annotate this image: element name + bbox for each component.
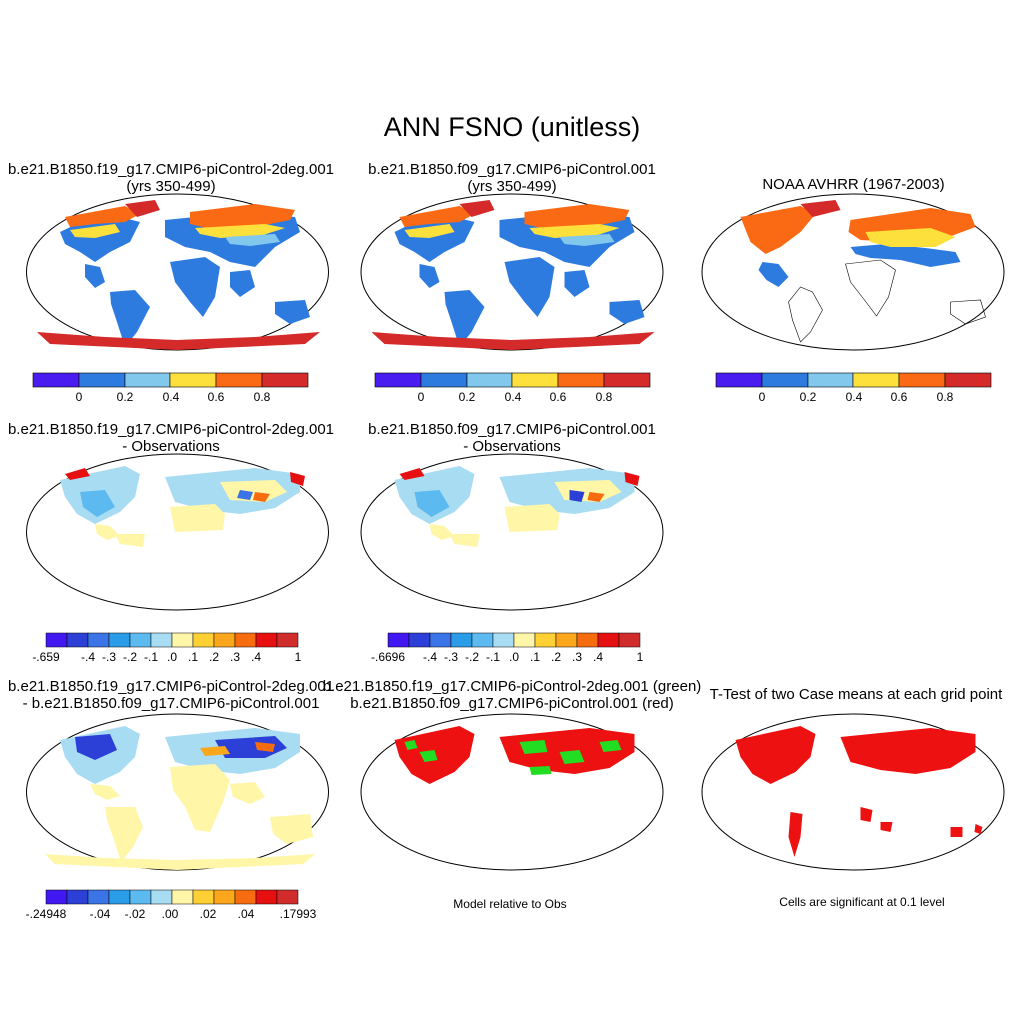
colorbar-tick: -.04 [89, 907, 111, 921]
panel-title-diff-cases: b.e21.B1850.f19_g17.CMIP6-piControl-2deg… [0, 678, 342, 712]
colorbar-tick: -.02 [124, 907, 146, 921]
colorbar-tick: .0 [508, 650, 519, 664]
colorbar-tick: .3 [571, 650, 582, 664]
map-obs-fsno [701, 193, 1005, 351]
map-model1-fsno [26, 193, 329, 351]
panel-title-line1: b.e21.B1850.f19_g17.CMIP6-piControl-2deg… [7, 678, 335, 695]
colorbar-tick: -.2 [122, 650, 137, 664]
panel-title-line1: T-Test of two Case means at each grid po… [709, 686, 1003, 703]
colorbar-diff-obs-2 [387, 632, 641, 648]
panel-title-line1: b.e21.B1850.f19_g17.CMIP6-piControl-2deg… [7, 421, 335, 438]
colorbar-tick: .2 [550, 650, 561, 664]
map-diff-cases [26, 713, 329, 871]
map-diff-obs-1 [26, 453, 329, 611]
colorbar-tick: 0.6 [890, 390, 908, 404]
colorbar-fraction-2 [374, 372, 651, 388]
panel-title-diff-obs-2: b.e21.B1850.f09_g17.CMIP6-piControl.001 … [341, 421, 683, 455]
panel-title-line1: b.e21.B1850.f19_g17.CMIP6-piControl-2deg… [7, 161, 335, 178]
panel-title-line1: b.e21.B1850.f19_g17.CMIP6-piControl-2deg… [322, 678, 702, 695]
panel-title-model2: b.e21.B1850.f09_g17.CMIP6-piControl.001 … [341, 161, 683, 195]
colorbar-tick: -.4 [80, 650, 95, 664]
colorbar-tick: -.6696 [370, 650, 406, 664]
panel-title-line2: (yrs 350-499) [467, 178, 557, 195]
panel-title-relative: b.e21.B1850.f19_g17.CMIP6-piControl-2deg… [316, 678, 708, 712]
panel-title-line2: b.e21.B1850.f09_g17.CMIP6-piControl.001 … [350, 695, 674, 712]
panel-title-model1: b.e21.B1850.f19_g17.CMIP6-piControl-2deg… [0, 161, 342, 195]
colorbar-tick: .04 [237, 907, 255, 921]
panel-title-line2: - b.e21.B1850.f09_g17.CMIP6-piControl.00… [22, 695, 320, 712]
colorbar-tick: .02 [199, 907, 217, 921]
note-significance: Cells are significant at 0.1 level [779, 895, 945, 909]
panel-title-line1: b.e21.B1850.f09_g17.CMIP6-piControl.001 [368, 421, 656, 438]
colorbar-tick: 0.8 [253, 390, 271, 404]
panel-title-ttest: T-Test of two Case means at each grid po… [698, 686, 1014, 703]
colorbar-diff-obs-1 [45, 632, 299, 648]
colorbar-tick: .00 [161, 907, 179, 921]
colorbar-tick: .4 [250, 650, 261, 664]
map-diff-obs-2 [360, 453, 664, 611]
map-ttest-significance [701, 713, 1005, 871]
colorbar-tick: .17993 [279, 907, 317, 921]
colorbar-tick: 0.2 [116, 390, 134, 404]
colorbar-tick: 0.8 [936, 390, 954, 404]
colorbar-tick: 0.6 [549, 390, 567, 404]
colorbar-fraction-1 [32, 372, 309, 388]
colorbar-tick: .1 [187, 650, 198, 664]
colorbar-tick: 0.2 [458, 390, 476, 404]
colorbar-fraction-3 [715, 372, 992, 388]
colorbar-tick: 0.2 [799, 390, 817, 404]
colorbar-tick: 0 [75, 390, 83, 404]
colorbar-tick: 0.4 [504, 390, 522, 404]
panel-title-diff-obs-1: b.e21.B1850.f19_g17.CMIP6-piControl-2deg… [0, 421, 342, 455]
colorbar-tick: 1 [294, 650, 302, 664]
colorbar-tick: .4 [592, 650, 603, 664]
colorbar-tick: -.2 [464, 650, 479, 664]
map-model2-fsno [360, 193, 664, 351]
colorbar-tick: 0.4 [162, 390, 180, 404]
colorbar-tick: .3 [229, 650, 240, 664]
panel-title-line1: NOAA AVHRR (1967-2003) [762, 176, 945, 193]
panel-title-line1: b.e21.B1850.f09_g17.CMIP6-piControl.001 [368, 161, 656, 178]
colorbar-tick: -.1 [143, 650, 158, 664]
colorbar-tick: -.3 [443, 650, 458, 664]
colorbar-diff-cases [45, 889, 299, 905]
panel-title-line2: - Observations [463, 438, 561, 455]
colorbar-tick: .0 [166, 650, 177, 664]
colorbar-tick: .1 [529, 650, 540, 664]
colorbar-tick: 0.8 [595, 390, 613, 404]
panel-title-line2: - Observations [122, 438, 220, 455]
colorbar-tick: -.1 [485, 650, 500, 664]
colorbar-tick: -.4 [422, 650, 437, 664]
colorbar-tick: 0.4 [845, 390, 863, 404]
colorbar-tick: -.3 [101, 650, 116, 664]
panel-title-obs: NOAA AVHRR (1967-2003) [683, 176, 1024, 193]
colorbar-tick: -.659 [32, 650, 60, 664]
colorbar-tick: 0 [417, 390, 425, 404]
colorbar-tick: -.24948 [25, 907, 67, 921]
colorbar-tick: 0.6 [207, 390, 225, 404]
map-relative-green-red [360, 713, 664, 871]
colorbar-tick: 1 [636, 650, 644, 664]
page-title: ANN FSNO (unitless) [383, 112, 641, 142]
colorbar-tick: .2 [208, 650, 219, 664]
colorbar-tick: 0 [758, 390, 766, 404]
note-relative-to-obs: Model relative to Obs [453, 897, 567, 911]
panel-title-line2: (yrs 350-499) [126, 178, 216, 195]
